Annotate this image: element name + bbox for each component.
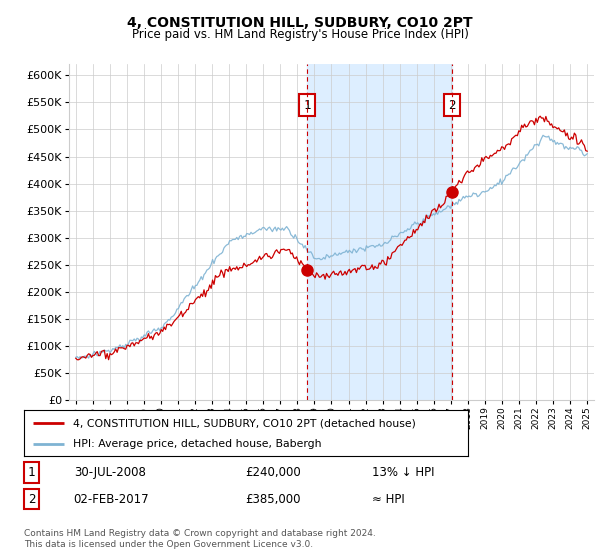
Text: Price paid vs. HM Land Registry's House Price Index (HPI): Price paid vs. HM Land Registry's House … [131,28,469,41]
Text: 1: 1 [28,466,35,479]
Text: 4, CONSTITUTION HILL, SUDBURY, CO10 2PT (detached house): 4, CONSTITUTION HILL, SUDBURY, CO10 2PT … [73,418,416,428]
Text: £385,000: £385,000 [245,493,301,506]
Text: 02-FEB-2017: 02-FEB-2017 [74,493,149,506]
Text: 13% ↓ HPI: 13% ↓ HPI [372,466,434,479]
Text: 1: 1 [304,99,311,111]
Text: ≈ HPI: ≈ HPI [372,493,404,506]
Text: HPI: Average price, detached house, Babergh: HPI: Average price, detached house, Babe… [73,438,322,449]
Text: 4, CONSTITUTION HILL, SUDBURY, CO10 2PT: 4, CONSTITUTION HILL, SUDBURY, CO10 2PT [127,16,473,30]
Text: 2: 2 [28,493,35,506]
Bar [307,64,452,400]
Text: £240,000: £240,000 [245,466,301,479]
Text: 2: 2 [448,99,456,111]
Text: 30-JUL-2008: 30-JUL-2008 [74,466,146,479]
Text: Contains HM Land Registry data © Crown copyright and database right 2024.
This d: Contains HM Land Registry data © Crown c… [24,529,376,549]
